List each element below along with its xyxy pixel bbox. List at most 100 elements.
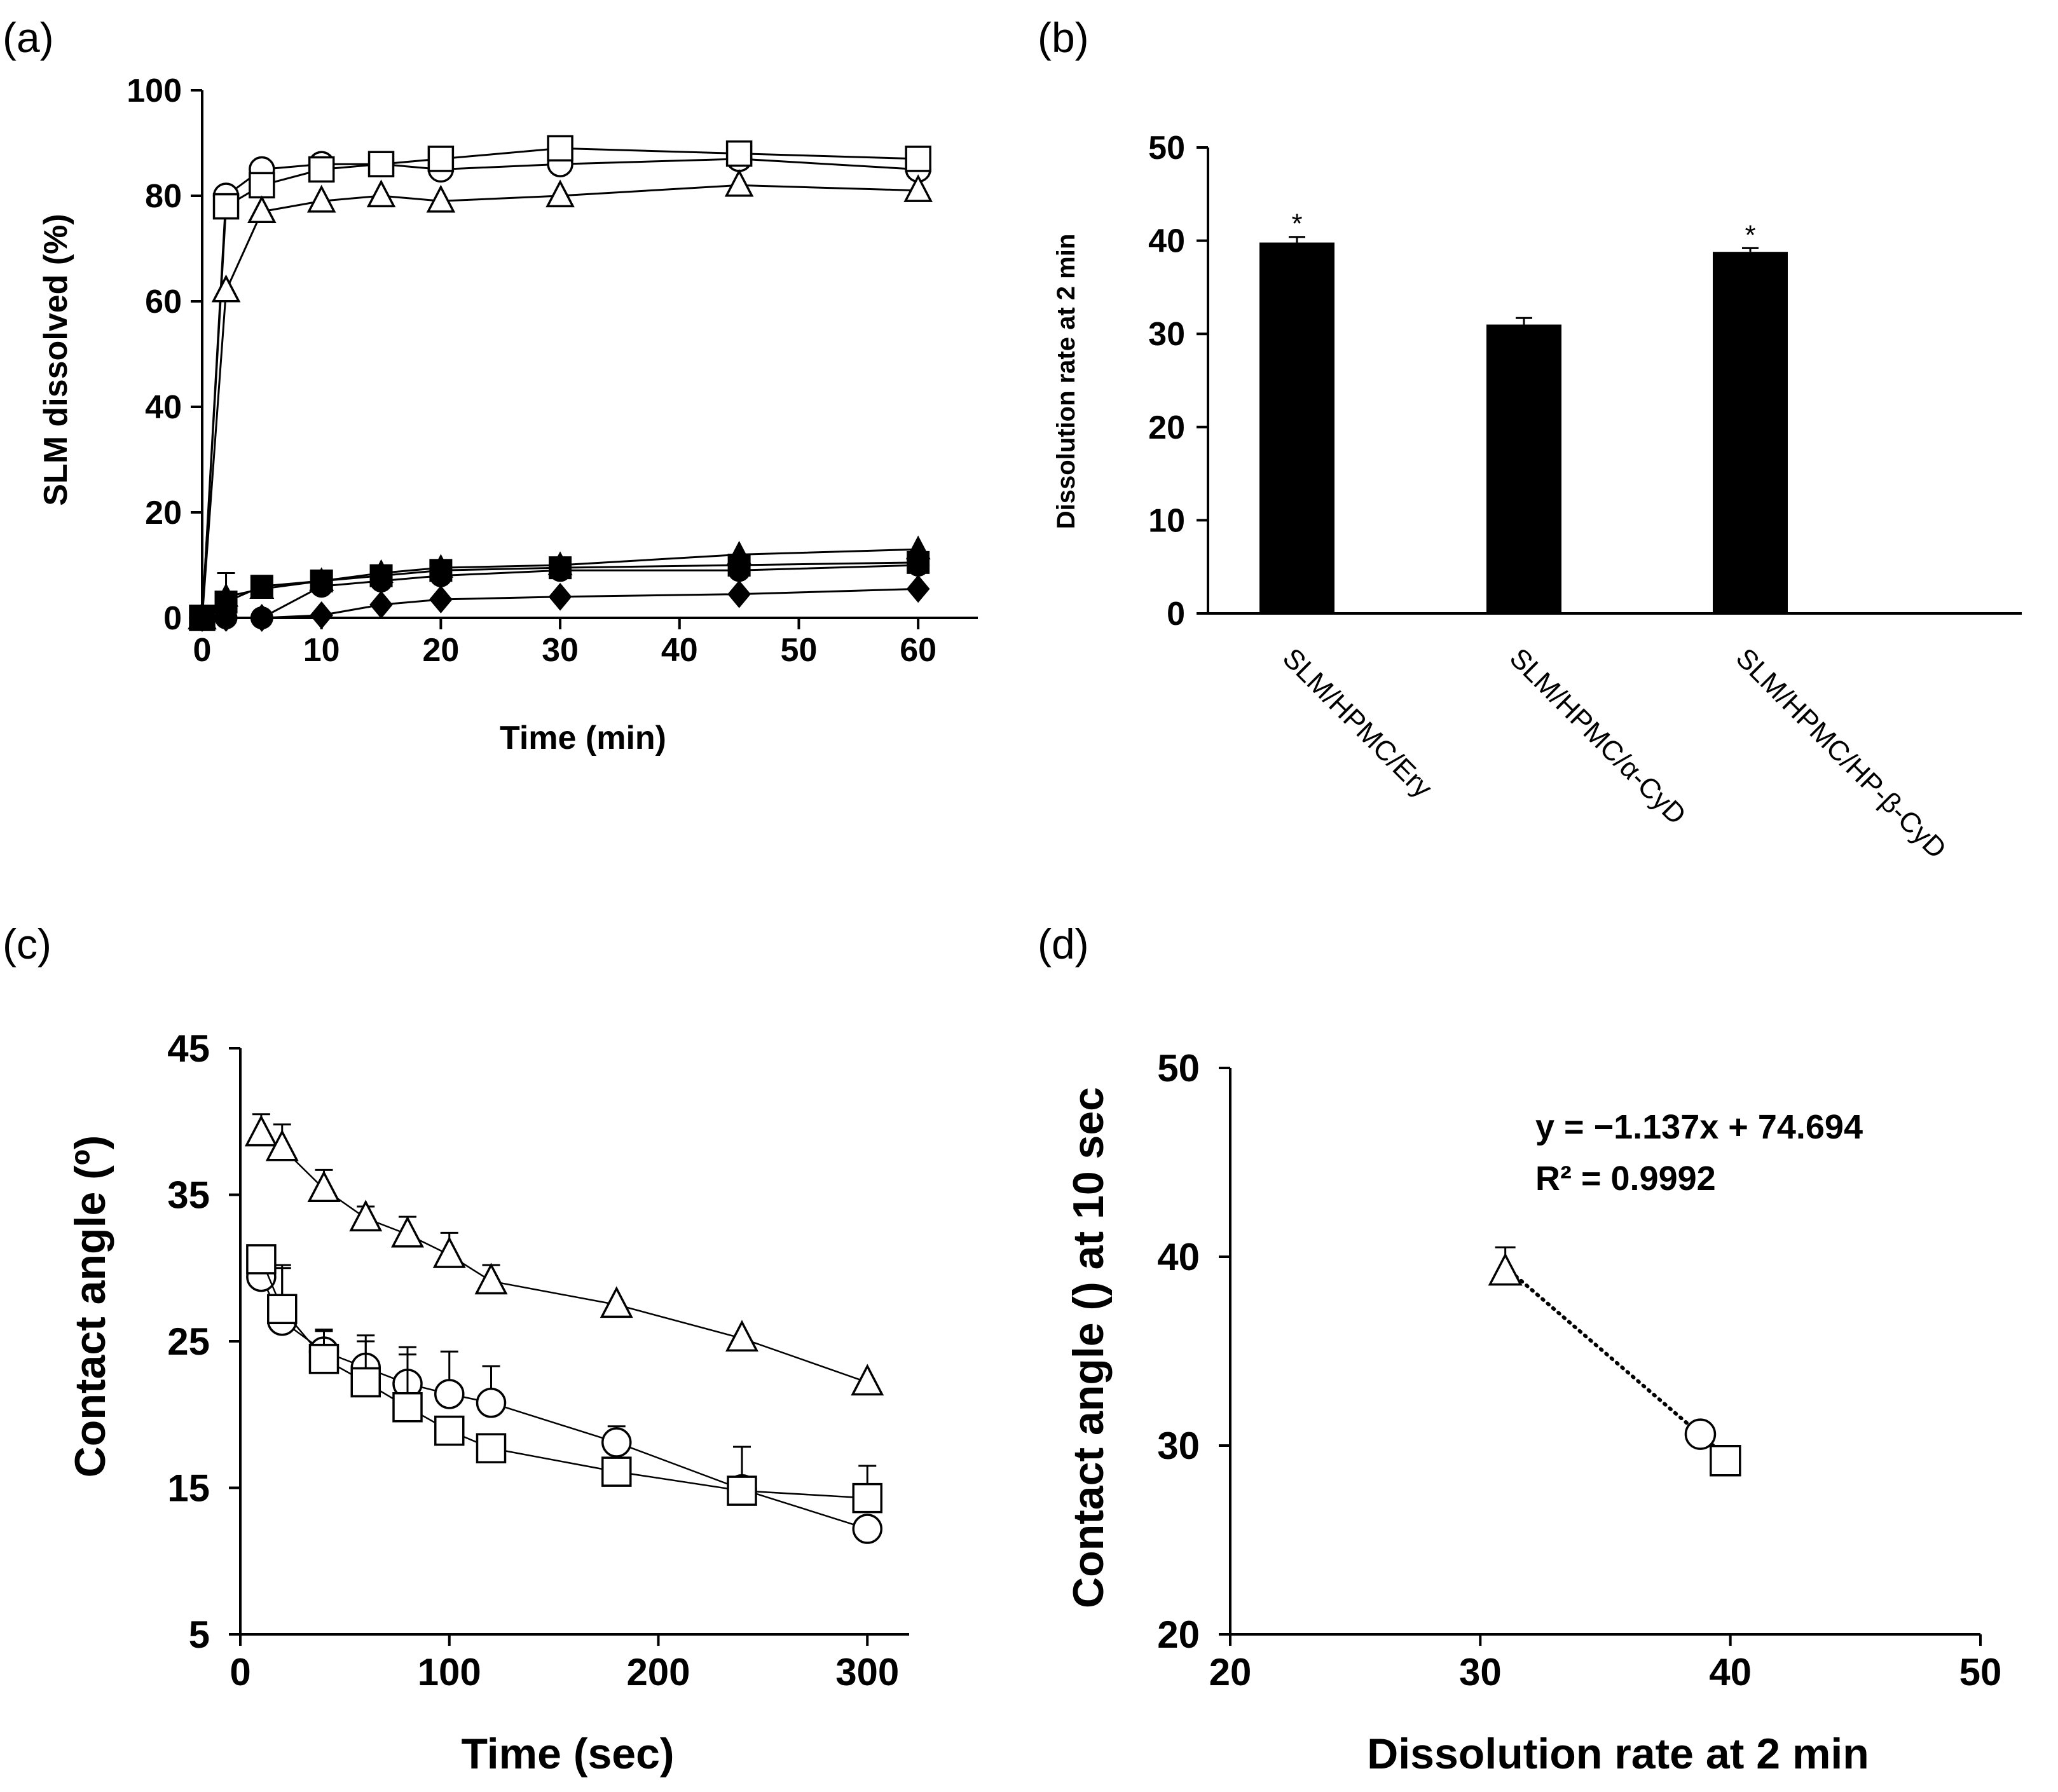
panel-b-ytick-label: 40	[1148, 223, 1185, 260]
panel-a-data-point	[547, 551, 573, 575]
panel-c-data-point	[244, 1114, 278, 1147]
panel-a-data-point	[214, 604, 238, 632]
panel-a-data-point	[547, 135, 573, 162]
panel-a-data-point	[211, 274, 241, 303]
panel-a-data-point	[369, 591, 393, 619]
panel-a-data-point	[249, 575, 275, 599]
panel-a-data-point	[428, 554, 453, 578]
panel-a-data-point	[905, 535, 931, 559]
panel-b-ylabel: Dissolution rate at 2 min	[1052, 234, 1080, 530]
panel-c-ytick-label: 15	[167, 1467, 210, 1510]
panel-b-bar	[1713, 252, 1788, 613]
panel-a-data-point	[905, 146, 931, 172]
panel-a-data-point	[727, 540, 752, 565]
panel-d-ytick-label: 50	[1157, 1047, 1200, 1090]
panel-d-xtick-label: 50	[1959, 1651, 2002, 1693]
panel-c-data-point	[308, 1343, 340, 1374]
panel-c-data-point	[601, 1427, 632, 1458]
panel-a-data-point	[247, 195, 277, 224]
panel-a-data-point	[727, 580, 751, 608]
panel-c-data-point	[852, 1482, 882, 1514]
panel-c-xtick-label: 300	[835, 1651, 899, 1693]
panel-b-category-label: SLM/HPMC/Ery	[1277, 642, 1438, 804]
panel-d-data-point	[1684, 1418, 1717, 1450]
panel-a-xtick-label: 30	[542, 632, 579, 669]
panel-a-xtick-label: 40	[661, 632, 698, 669]
panel-d-ytick-label: 20	[1157, 1613, 1200, 1656]
panel-b-bar	[1486, 324, 1561, 613]
panel-label-c: (c)	[3, 920, 51, 968]
panel-c-data-point	[476, 1433, 507, 1464]
panel-a-data-point	[309, 567, 334, 591]
panel-c-ytick-label: 25	[167, 1320, 210, 1363]
panel-a-chart: Time (min) SLM dissolved (%) 0 20 40 60 80 10…	[38, 72, 978, 756]
panel-a-xtick-label: 10	[303, 632, 340, 669]
panel-a-ytick-label: 80	[145, 178, 182, 215]
panel-c-ytick-label: 45	[167, 1027, 210, 1070]
panel-a-data-point	[212, 193, 240, 220]
panel-c-data-point	[391, 1215, 424, 1248]
panel-a-data-point	[725, 140, 753, 167]
panel-a-xtick-label: 50	[781, 632, 818, 669]
panel-b-significance-mark: *	[1291, 209, 1302, 240]
panel-c-ytick-label: 5	[189, 1613, 210, 1656]
panel-c-ylabel: Contact angle (º)	[66, 1135, 114, 1478]
panel-b-ytick-label: 20	[1148, 409, 1185, 446]
panel-a-xtick-label: 20	[422, 632, 459, 669]
panel-c-xtick-label: 0	[230, 1651, 250, 1693]
panel-c-series-line-1	[260, 1276, 868, 1530]
panel-a-data-point	[308, 156, 335, 183]
panel-b-category-label: SLM/HPMC/HP-β-CyD	[1730, 642, 1952, 865]
panel-d-trendline	[1503, 1265, 1727, 1458]
panel-a-data-point	[367, 151, 395, 177]
panel-c-data-point	[434, 1379, 465, 1409]
panel-a-data-point	[548, 582, 572, 611]
panel-a-ytick-label: 40	[145, 389, 182, 426]
panel-a-ylabel: SLM dissolved (%)	[38, 214, 74, 505]
panel-a-data-point	[366, 179, 396, 208]
panel-c-data-point	[727, 1475, 757, 1506]
panel-c-data-point	[307, 1170, 341, 1203]
panel-a-data-point	[250, 604, 274, 632]
panel-a-ytick-label: 100	[127, 72, 182, 109]
panel-b-ytick-label: 10	[1148, 502, 1185, 539]
panel-c-data-point	[434, 1415, 465, 1446]
panel-c-data-point	[474, 1262, 508, 1295]
panel-c-chart: Time (sec) Contact angle (º) 5 15 25 35 45 0 1…	[66, 1027, 909, 1778]
panel-c-data-point	[476, 1388, 507, 1418]
panel-a-ytick-label: 20	[145, 495, 182, 531]
panel-c-data-point	[246, 1244, 277, 1275]
panel-a-data-point	[310, 601, 333, 629]
panel-a-xlabel: Time (min)	[500, 720, 666, 756]
panel-a-series-line-0	[201, 158, 919, 619]
panel-c-xlabel: Time (sec)	[461, 1730, 674, 1778]
panel-c-data-point	[851, 1364, 884, 1396]
panel-a-data-point	[369, 559, 394, 584]
panel-a-xtick-label: 60	[900, 632, 936, 669]
panel-a-data-point	[545, 179, 575, 208]
panel-c-ytick-label: 35	[167, 1174, 210, 1217]
panel-c-xtick-label: 200	[626, 1651, 690, 1693]
panel-c-data-point	[852, 1514, 882, 1544]
panel-b-ytick-label: 0	[1167, 596, 1185, 633]
panel-d-xtick-label: 20	[1209, 1651, 1252, 1693]
panel-b-ytick-label: 50	[1148, 130, 1185, 167]
panel-b-bar	[1259, 242, 1334, 614]
panel-a-data-point	[306, 184, 336, 213]
panel-a-ytick-label: 0	[163, 600, 182, 637]
panel-label-b: (b)	[1038, 14, 1089, 61]
panel-a-data-point	[906, 575, 930, 603]
panel-d-data-point	[1710, 1445, 1741, 1477]
panel-b-chart: Dissolution rate at 2 min 0 10 20 30 40 50 * SL…	[1052, 130, 2022, 865]
panel-a-data-point	[190, 604, 214, 632]
panel-d-ytick-label: 40	[1157, 1236, 1200, 1278]
panel-a-data-point	[426, 184, 456, 213]
panel-c-data-point	[432, 1236, 466, 1268]
panel-a-data-point	[249, 172, 275, 199]
panel-d-ylabel: Contact angle () at 10 sec	[1064, 1087, 1113, 1608]
panel-d-ytick-label: 30	[1157, 1425, 1200, 1467]
panel-c-data-point	[601, 1456, 632, 1487]
panel-c-xtick-label: 100	[418, 1651, 481, 1693]
panel-label-d: (d)	[1038, 920, 1089, 968]
